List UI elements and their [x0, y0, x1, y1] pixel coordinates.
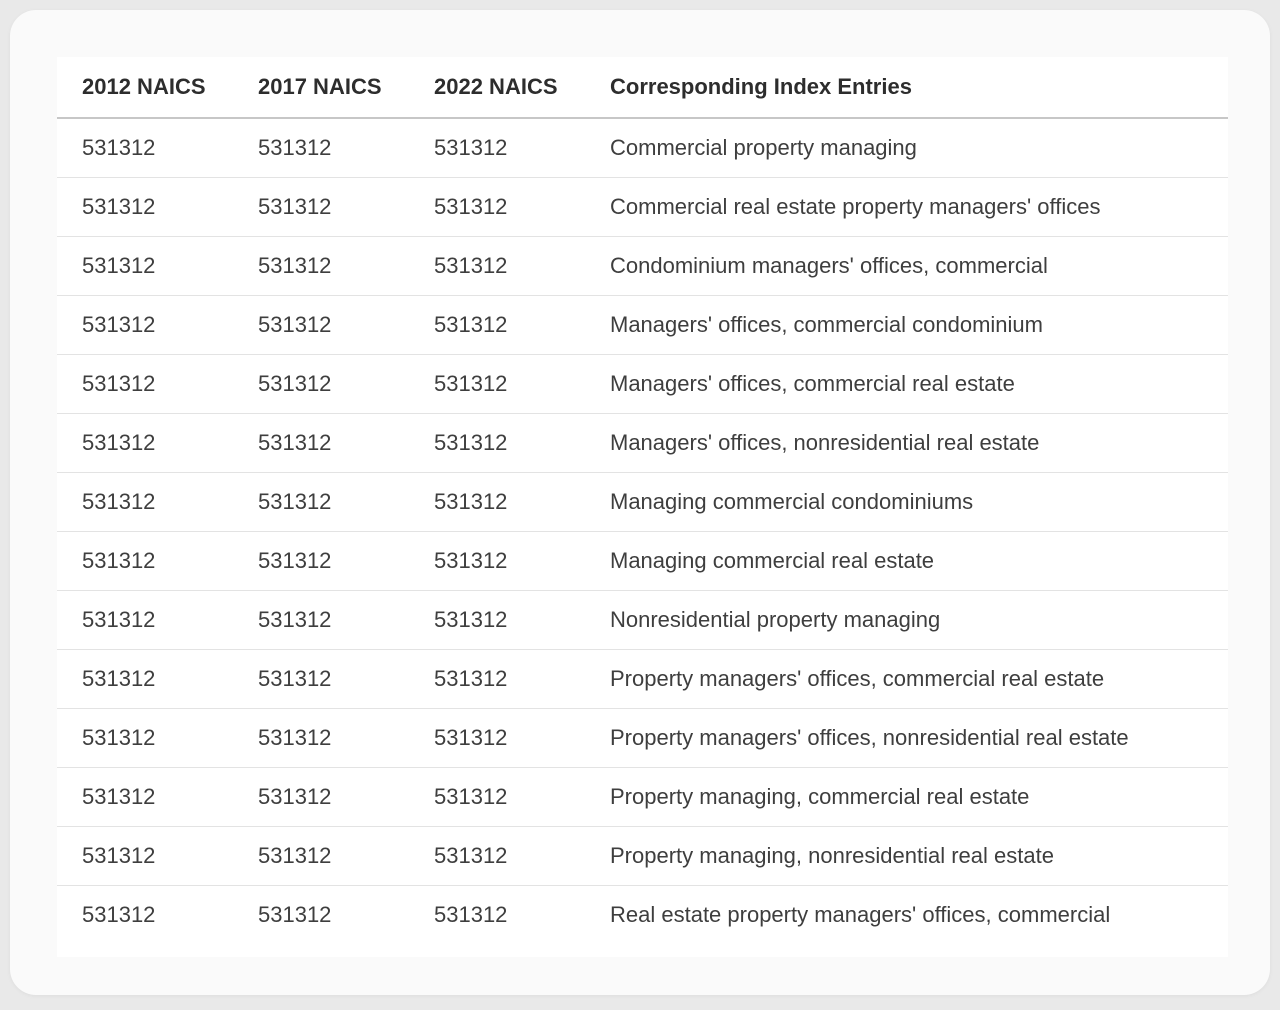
table-row: 531312 531312 531312 Managers' offices, com… — [57, 354, 1228, 414]
naics-2017-cell: 531312 — [233, 295, 409, 355]
naics-2017-cell: 531312 — [233, 177, 409, 237]
table-row: 531312 531312 531312 Property managing, com… — [57, 767, 1228, 827]
naics-2012-cell: 531312 — [57, 354, 233, 414]
naics-2012-cell: 531312 — [57, 295, 233, 355]
table-row: 531312 531312 531312 Property managers' off… — [57, 708, 1228, 768]
naics-2017-cell: 531312 — [233, 590, 409, 650]
naics-2017-cell: 531312 — [233, 767, 409, 827]
naics-2022-cell: 531312 — [409, 826, 585, 886]
column-header-index-entries: Corresponding Index Entries — [585, 57, 1228, 119]
naics-2022-cell: 531312 — [409, 354, 585, 414]
naics-2017-cell: 531312 — [233, 354, 409, 414]
naics-2017-cell: 531312 — [233, 531, 409, 591]
naics-2012-cell: 531312 — [57, 531, 233, 591]
column-header-2017-naics: 2017 NAICS — [233, 57, 409, 119]
index-entry-cell: Managing commercial real estate — [585, 531, 1228, 591]
naics-2012-cell: 531312 — [57, 649, 233, 709]
index-entry-cell: Condominium managers' offices, commercia… — [585, 236, 1228, 296]
table-row: 531312 531312 531312 Commercial property ma… — [57, 118, 1228, 178]
index-entry-cell: Property managers' offices, commercial r… — [585, 649, 1228, 709]
naics-2012-cell: 531312 — [57, 236, 233, 296]
naics-2012-cell: 531312 — [82, 135, 156, 160]
naics-2012-cell: 531312 — [57, 826, 233, 886]
naics-2017-cell: 531312 — [233, 826, 409, 886]
table-row: 531312 531312 531312 Real estate property m… — [57, 885, 1228, 944]
content-card: 2012 NAICS 2017 NAICS 2022 NAICS Correspond… — [10, 10, 1270, 995]
naics-2022-cell: 531312 — [434, 135, 508, 160]
table-header-row: 2012 NAICS 2017 NAICS 2022 NAICS Correspond… — [57, 57, 1228, 119]
naics-2012-cell: 531312 — [57, 767, 233, 827]
naics-2022-cell: 531312 — [409, 531, 585, 591]
table-row: 531312 531312 531312 Property managers' off… — [57, 649, 1228, 709]
index-entry-cell: Managers' offices, commercial real estat… — [585, 354, 1228, 414]
table-row: 531312 531312 531312 Commercial real estate… — [57, 177, 1228, 237]
naics-2012-cell: 531312 — [57, 590, 233, 650]
naics-2012-cell: 531312 — [57, 708, 233, 768]
naics-2017-cell: 531312 — [233, 413, 409, 473]
index-entry-cell: Property managers' offices, nonresidenti… — [585, 708, 1228, 768]
table-row: 531312 531312 531312 Managing commercial re… — [57, 531, 1228, 591]
naics-2012-cell: 531312 — [57, 472, 233, 532]
naics-2022-cell: 531312 — [409, 590, 585, 650]
naics-2017-cell: 531312 — [233, 885, 409, 944]
index-entry-cell: Managing commercial condominiums — [585, 472, 1228, 532]
table-row: 531312 531312 531312 Managers' offices, com… — [57, 295, 1228, 355]
naics-2017-cell: 531312 — [233, 708, 409, 768]
index-entry-cell: Real estate property managers' offices, … — [585, 885, 1228, 944]
column-header-2022-naics: 2022 NAICS — [409, 57, 585, 119]
naics-2022-cell: 531312 — [409, 885, 585, 944]
table-row: 531312 531312 531312 Managing commercial co… — [57, 472, 1228, 532]
naics-crosswalk-table: 2012 NAICS 2017 NAICS 2022 NAICS Correspond… — [57, 57, 1228, 944]
naics-2017-cell: 531312 — [258, 135, 332, 160]
naics-2022-cell: 531312 — [409, 236, 585, 296]
index-entry-cell: Property managing, nonresidential real e… — [585, 826, 1228, 886]
index-entry-cell: Property managing, commercial real estat… — [585, 767, 1228, 827]
naics-2017-cell: 531312 — [233, 236, 409, 296]
index-entry-cell: Managers' offices, nonresidential real e… — [585, 413, 1228, 473]
naics-2022-cell: 531312 — [409, 767, 585, 827]
naics-2022-cell: 531312 — [409, 413, 585, 473]
naics-2017-cell: 531312 — [233, 649, 409, 709]
index-entry-cell: Commercial real estate property managers… — [585, 177, 1228, 237]
naics-2022-cell: 531312 — [409, 177, 585, 237]
naics-2012-cell: 531312 — [57, 413, 233, 473]
index-entry-cell: Managers' offices, commercial condominiu… — [585, 295, 1228, 355]
table-row: 531312 531312 531312 Managers' offices, non… — [57, 413, 1228, 473]
index-entry-cell: Commercial property managing — [610, 135, 917, 160]
table-row: 531312 531312 531312 Nonresidential propert… — [57, 590, 1228, 650]
naics-2022-cell: 531312 — [409, 472, 585, 532]
column-header-2012-naics: 2012 NAICS — [57, 57, 233, 119]
naics-2012-cell: 531312 — [57, 885, 233, 944]
naics-2017-cell: 531312 — [233, 472, 409, 532]
table-row: 531312 531312 531312 Condominium managers' … — [57, 236, 1228, 296]
table-row: 531312 531312 531312 Property managing, non… — [57, 826, 1228, 886]
naics-2022-cell: 531312 — [409, 295, 585, 355]
index-entry-cell: Nonresidential property managing — [585, 590, 1228, 650]
naics-2022-cell: 531312 — [409, 649, 585, 709]
naics-2012-cell: 531312 — [57, 177, 233, 237]
naics-2022-cell: 531312 — [409, 708, 585, 768]
naics-crosswalk-table-container: 2012 NAICS 2017 NAICS 2022 NAICS Correspond… — [57, 57, 1228, 957]
